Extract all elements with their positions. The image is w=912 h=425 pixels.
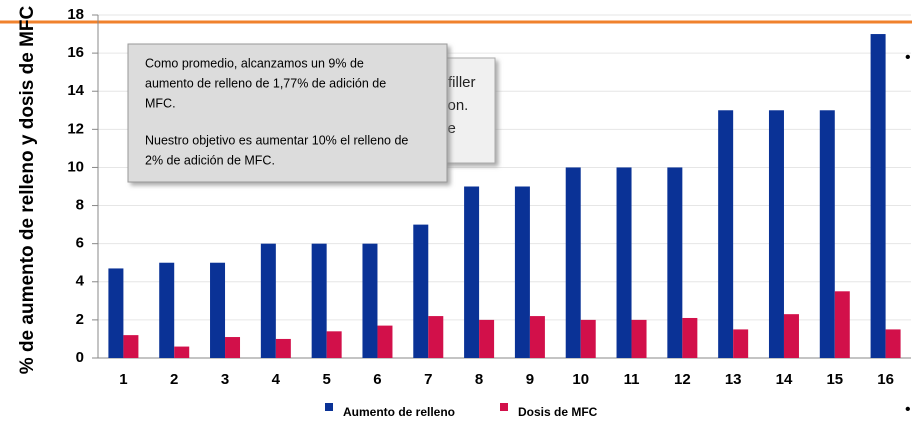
bar — [870, 34, 886, 359]
bar — [362, 243, 378, 358]
x-tick-label: 5 — [322, 371, 330, 388]
bullet: • — [905, 401, 911, 418]
annotation-text: Como promedio, alcanzamos un 9% de — [145, 56, 364, 70]
legend-swatch — [325, 403, 333, 411]
x-tick-label: 8 — [475, 371, 483, 388]
bar — [260, 243, 276, 358]
x-tick-label: 13 — [725, 371, 742, 388]
y-tick-label: 18 — [67, 6, 84, 23]
bar — [834, 291, 850, 358]
y-tick-label: 14 — [67, 82, 84, 99]
legend-label: Dosis de MFC — [518, 405, 598, 419]
bar — [159, 262, 175, 358]
y-tick-label: 0 — [76, 349, 84, 366]
bar — [311, 243, 327, 358]
bar — [718, 110, 734, 359]
bar — [123, 335, 139, 358]
x-tick-label: 16 — [877, 371, 894, 388]
x-tick-label: 3 — [221, 371, 229, 388]
bar — [326, 331, 342, 358]
x-tick-label: 1 — [119, 371, 127, 388]
y-tick-label: 8 — [76, 197, 84, 214]
bar — [783, 314, 799, 358]
x-tick-label: 4 — [272, 371, 281, 388]
bar — [174, 346, 190, 358]
x-tick-label: 11 — [624, 371, 640, 388]
bar — [819, 110, 835, 359]
x-tick-label: 7 — [424, 371, 432, 388]
legend-swatch — [500, 403, 508, 411]
annotation-box — [127, 43, 448, 183]
annotation-text: 2% de adición de MFC. — [145, 153, 275, 167]
y-tick-label: 16 — [67, 44, 84, 61]
y-tick-label: 10 — [67, 158, 84, 175]
bar — [413, 224, 429, 358]
x-tick-label: 2 — [170, 371, 178, 388]
bar — [108, 268, 124, 358]
x-tick-label: 14 — [776, 371, 793, 388]
annotation-text: aumento de relleno de 1,77% de adición d… — [145, 76, 386, 90]
y-tick-label: 6 — [76, 235, 84, 252]
annotation-back-text: filler — [448, 74, 476, 91]
bar — [479, 319, 495, 358]
bar — [733, 329, 749, 358]
bar — [514, 186, 530, 358]
bar — [275, 338, 291, 358]
y-axis-label: % de aumento de relleno y dosis de MFC — [17, 5, 38, 374]
x-tick-label: 6 — [373, 371, 381, 388]
legend-label: Aumento de relleno — [343, 405, 455, 419]
bar — [885, 329, 901, 358]
x-tick-label: 12 — [674, 371, 691, 388]
bar — [631, 319, 647, 358]
x-tick-label: 10 — [572, 371, 589, 388]
x-tick-label: 9 — [526, 371, 534, 388]
bar — [377, 325, 393, 358]
bar — [580, 319, 596, 358]
bar — [667, 167, 683, 358]
bar — [210, 262, 226, 358]
bar — [682, 317, 698, 358]
bar — [768, 110, 784, 359]
y-tick-label: 2 — [76, 311, 84, 328]
bar — [529, 316, 545, 358]
bar — [616, 167, 632, 358]
bullet: • — [905, 49, 911, 66]
y-tick-label: 12 — [67, 120, 84, 137]
bar — [464, 186, 480, 358]
x-tick-label: 15 — [826, 371, 843, 388]
bar — [428, 316, 444, 358]
y-tick-label: 4 — [76, 273, 85, 290]
bar — [565, 167, 581, 358]
annotation-text: MFC. — [145, 96, 176, 110]
annotation-text: Nuestro objetivo es aumentar 10% el rell… — [145, 133, 408, 147]
bar — [225, 337, 241, 358]
